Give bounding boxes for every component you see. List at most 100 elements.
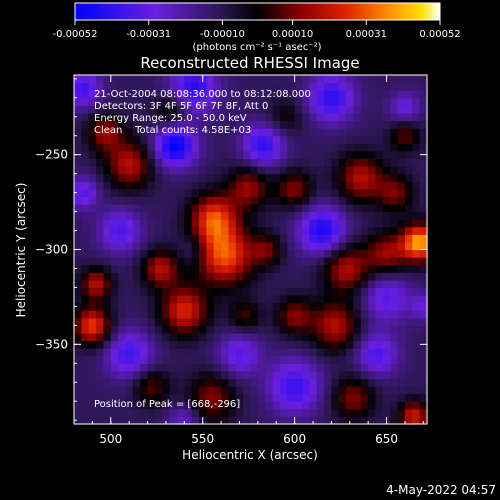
heatmap-cell [265, 212, 273, 220]
heatmap-cell [368, 325, 376, 333]
heatmap-cell [155, 325, 163, 333]
heatmap-cell [74, 158, 82, 166]
heatmap-cell [324, 242, 332, 250]
heatmap-cell [302, 333, 310, 341]
heatmap-cell [324, 227, 332, 235]
heatmap-cell [125, 295, 133, 303]
heatmap-cell [405, 98, 413, 106]
heatmap-cell [162, 219, 170, 227]
heatmap-cell [148, 356, 156, 364]
heatmap-cell [103, 318, 111, 326]
heatmap-cell [390, 166, 398, 174]
heatmap-cell [103, 242, 111, 250]
heatmap-cell [221, 219, 229, 227]
heatmap-cell [251, 363, 259, 371]
heatmap-cell [111, 75, 119, 83]
heatmap-cell [287, 295, 295, 303]
heatmap-cell [206, 272, 214, 280]
heatmap-cell [265, 257, 273, 265]
heatmap-cell [353, 136, 361, 144]
heatmap-cell [118, 189, 126, 197]
heatmap-cell [170, 295, 178, 303]
heatmap-cell [390, 189, 398, 197]
heatmap-cell [251, 143, 259, 151]
heatmap-cell [155, 174, 163, 182]
heatmap-cell [214, 181, 222, 189]
heatmap-cell [302, 348, 310, 356]
heatmap-cell [273, 121, 281, 129]
heatmap-cell [214, 189, 222, 197]
heatmap-cell [236, 151, 244, 159]
heatmap-cell [74, 386, 82, 394]
heatmap-cell [103, 136, 111, 144]
heatmap-cell [280, 227, 288, 235]
heatmap-cell [89, 272, 97, 280]
heatmap-cell [302, 257, 310, 265]
heatmap-cell [346, 196, 354, 204]
heatmap-cell [243, 257, 251, 265]
heatmap-cell [420, 121, 428, 129]
heatmap-cell [324, 333, 332, 341]
heatmap-cell [398, 90, 406, 98]
heatmap-cell [111, 158, 119, 166]
heatmap-cell [309, 363, 317, 371]
heatmap-cell [376, 219, 384, 227]
heatmap-cell [214, 310, 222, 318]
heatmap-cell [140, 181, 148, 189]
heatmap-cell [96, 219, 104, 227]
heatmap-cell [199, 318, 207, 326]
heatmap-cell [302, 295, 310, 303]
heatmap-cell [339, 113, 347, 121]
heatmap-cell [251, 333, 259, 341]
heatmap-cell [103, 356, 111, 364]
heatmap-cell [103, 303, 111, 311]
heatmap-cell [265, 310, 273, 318]
heatmap-cell [170, 136, 178, 144]
heatmap-cell [81, 401, 89, 409]
heatmap-cell [302, 280, 310, 288]
heatmap-cell [368, 204, 376, 212]
heatmap-cell [324, 371, 332, 379]
heatmap-cell [376, 121, 384, 129]
heatmap-cell [170, 234, 178, 242]
heatmap-cell [199, 378, 207, 386]
heatmap-cell [361, 136, 369, 144]
heatmap-cell [199, 280, 207, 288]
heatmap-cell [361, 409, 369, 417]
heatmap-cell [89, 348, 97, 356]
heatmap-cell [331, 378, 339, 386]
heatmap-cell [353, 234, 361, 242]
heatmap-cell [280, 151, 288, 159]
heatmap-cell [133, 242, 141, 250]
heatmap-cell [96, 333, 104, 341]
heatmap-cell [346, 83, 354, 91]
heatmap-cell [103, 386, 111, 394]
heatmap-cell [251, 287, 259, 295]
heatmap-cell [420, 371, 428, 379]
heatmap-cell [317, 196, 325, 204]
heatmap-cell [420, 378, 428, 386]
heatmap-cell [81, 196, 89, 204]
heatmap-cell [228, 272, 236, 280]
heatmap-cell [74, 363, 82, 371]
heatmap-cell [317, 348, 325, 356]
heatmap-cell [376, 136, 384, 144]
heatmap-cell [353, 158, 361, 166]
heatmap-cell [376, 409, 384, 417]
heatmap-cell [221, 333, 229, 341]
heatmap-cell [162, 265, 170, 273]
heatmap-cell [214, 151, 222, 159]
heatmap-cell [148, 136, 156, 144]
heatmap-cell [353, 113, 361, 121]
heatmap-cell [162, 250, 170, 258]
heatmap-cell [339, 105, 347, 113]
heatmap-cell [346, 348, 354, 356]
heatmap-cell [376, 242, 384, 250]
heatmap-cell [251, 121, 259, 129]
heatmap-cell [398, 356, 406, 364]
heatmap-cell [280, 409, 288, 417]
heatmap-cell [177, 151, 185, 159]
heatmap-cell [390, 98, 398, 106]
peak-position-label: Position of Peak = [668,-296] [94, 399, 240, 410]
heatmap-cell [133, 348, 141, 356]
